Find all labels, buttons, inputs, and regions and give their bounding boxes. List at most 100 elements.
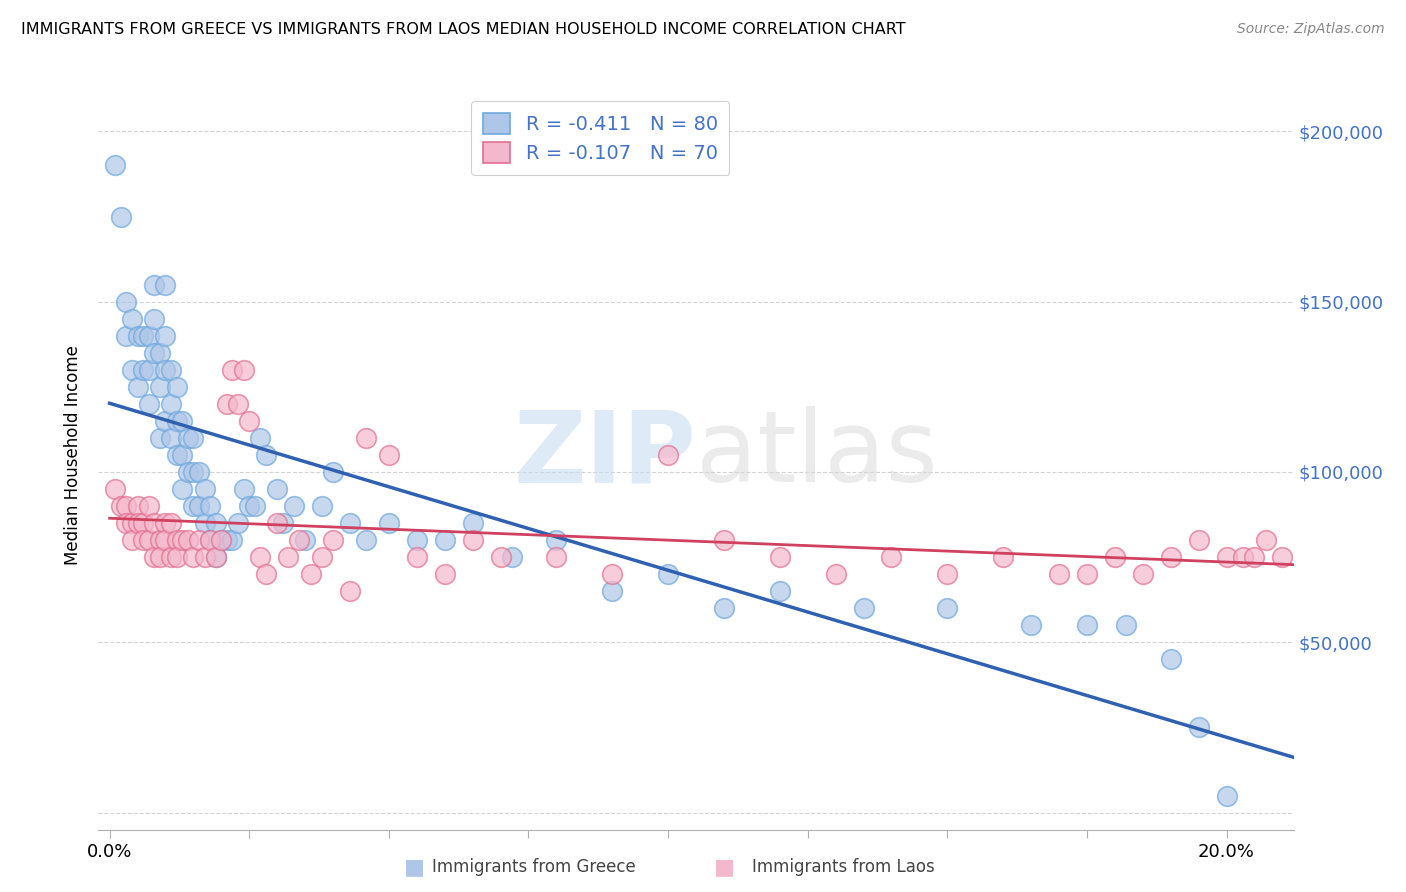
- Point: [166, 380, 188, 394]
- Point: [489, 550, 512, 565]
- Point: [193, 550, 215, 565]
- Point: [172, 448, 194, 462]
- Point: [311, 499, 333, 513]
- Point: [187, 465, 209, 479]
- Point: [226, 397, 249, 411]
- Point: [138, 328, 160, 343]
- Point: [1215, 789, 1237, 803]
- Text: Immigrants from Greece: Immigrants from Greece: [433, 858, 636, 876]
- Point: [1243, 550, 1265, 565]
- Point: [138, 363, 160, 377]
- Point: [288, 533, 311, 547]
- Point: [299, 567, 322, 582]
- Point: [155, 533, 177, 547]
- Point: [166, 550, 188, 565]
- Point: [132, 516, 155, 530]
- Point: [461, 533, 484, 547]
- Point: [266, 482, 288, 496]
- Point: [713, 533, 735, 547]
- Point: [115, 499, 138, 513]
- Point: [198, 533, 221, 547]
- Point: [546, 550, 568, 565]
- Point: [138, 499, 160, 513]
- Point: [283, 499, 305, 513]
- Point: [1115, 618, 1137, 632]
- Point: [204, 550, 226, 565]
- Point: [769, 584, 792, 599]
- Point: [266, 516, 288, 530]
- Point: [991, 550, 1014, 565]
- Point: [143, 516, 166, 530]
- Point: [1132, 567, 1154, 582]
- Point: [1254, 533, 1277, 547]
- Point: [121, 516, 143, 530]
- Point: [155, 328, 177, 343]
- Point: [433, 533, 456, 547]
- Point: [221, 363, 243, 377]
- Point: [322, 533, 344, 547]
- Point: [115, 294, 138, 309]
- Point: [249, 550, 271, 565]
- Point: [172, 482, 194, 496]
- Point: [936, 601, 959, 615]
- Point: [160, 516, 183, 530]
- Point: [311, 550, 333, 565]
- Point: [155, 277, 177, 292]
- Y-axis label: Median Household Income: Median Household Income: [65, 345, 83, 565]
- Point: [852, 601, 875, 615]
- Point: [232, 363, 254, 377]
- Point: [104, 158, 127, 172]
- Point: [339, 516, 361, 530]
- Point: [238, 414, 260, 428]
- Point: [232, 482, 254, 496]
- Point: [115, 516, 138, 530]
- Point: [160, 431, 183, 445]
- Point: [160, 363, 183, 377]
- Point: [127, 328, 149, 343]
- Point: [127, 516, 149, 530]
- Point: [166, 414, 188, 428]
- Point: [121, 533, 143, 547]
- Point: [127, 499, 149, 513]
- Point: [1187, 533, 1209, 547]
- Point: [824, 567, 846, 582]
- Point: [115, 328, 138, 343]
- Point: [243, 499, 266, 513]
- Point: [433, 567, 456, 582]
- Point: [1019, 618, 1042, 632]
- Point: [600, 584, 623, 599]
- Point: [322, 465, 344, 479]
- Point: [187, 499, 209, 513]
- Point: [132, 363, 155, 377]
- Text: Source: ZipAtlas.com: Source: ZipAtlas.com: [1237, 22, 1385, 37]
- Point: [378, 448, 401, 462]
- Point: [204, 516, 226, 530]
- Text: Immigrants from Laos: Immigrants from Laos: [752, 858, 935, 876]
- Point: [160, 550, 183, 565]
- Point: [221, 533, 243, 547]
- Point: [657, 567, 679, 582]
- Point: [356, 431, 378, 445]
- Point: [1160, 652, 1182, 666]
- Point: [121, 311, 143, 326]
- Point: [127, 380, 149, 394]
- Point: [155, 516, 177, 530]
- Point: [110, 499, 132, 513]
- Point: [149, 380, 172, 394]
- Point: [132, 533, 155, 547]
- Point: [1104, 550, 1126, 565]
- Point: [172, 533, 194, 547]
- Point: [713, 601, 735, 615]
- Point: [177, 431, 200, 445]
- Point: [936, 567, 959, 582]
- Point: [405, 533, 427, 547]
- Point: [1232, 550, 1254, 565]
- Point: [183, 499, 205, 513]
- Text: atlas: atlas: [696, 407, 938, 503]
- Point: [187, 533, 209, 547]
- Point: [183, 465, 205, 479]
- Text: ■: ■: [714, 857, 734, 877]
- Point: [198, 533, 221, 547]
- Point: [198, 499, 221, 513]
- Point: [193, 516, 215, 530]
